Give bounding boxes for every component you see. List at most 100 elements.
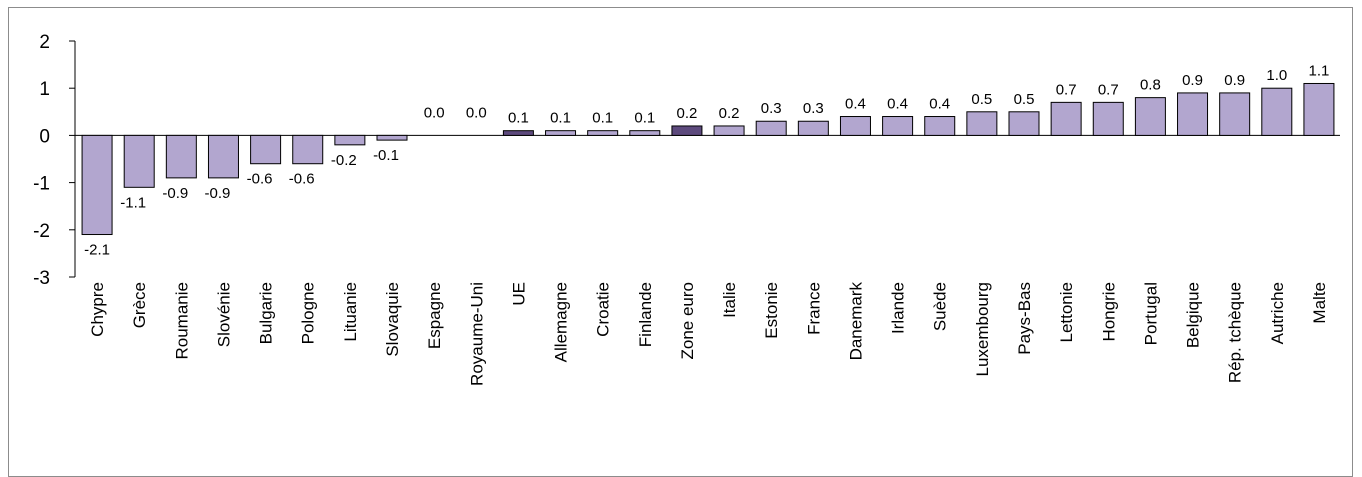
y-tick-label: 0 xyxy=(39,126,50,147)
bar-su-de xyxy=(924,116,956,136)
data-label: -2.1 xyxy=(84,242,110,259)
data-label: 0.2 xyxy=(677,105,698,122)
bar-slov-nie xyxy=(207,134,239,179)
category-label: Zone euro xyxy=(678,282,697,360)
data-labels-group: -2.1 -1.1 -0.9 -0.9 -0.6 -0.6 -0.2 -0.1 0.0 0.0 0.… xyxy=(84,62,1329,258)
bar-belgique xyxy=(1177,92,1209,136)
data-label: 0.9 xyxy=(1224,72,1245,89)
data-label: 0.5 xyxy=(971,91,992,108)
category-label: Autriche xyxy=(1268,282,1287,344)
y-tick-label: 1 xyxy=(39,79,50,100)
category-label: Suède xyxy=(931,282,950,331)
chart-frame xyxy=(8,7,1353,477)
bar-croatie xyxy=(587,130,619,136)
category-label: Finlande xyxy=(636,282,655,347)
category-label: Allemagne xyxy=(552,282,571,362)
bar-bulgarie xyxy=(250,134,282,165)
data-label: -0.9 xyxy=(162,185,188,202)
data-label: 0.3 xyxy=(803,100,824,117)
category-label: UE xyxy=(509,282,528,306)
bar-finlande xyxy=(629,130,661,136)
bar-lituanie xyxy=(334,134,366,146)
data-label: 1.1 xyxy=(1309,62,1330,79)
bar-chart: 2 1 0 -1 -2 -3 -2.1 -1.1 -0.9 -0.9 -0.6 -0.6 -0.2 -0… xyxy=(33,32,1340,386)
category-label: Estonie xyxy=(762,282,781,339)
bar-italie xyxy=(713,125,745,136)
bar-roumanie xyxy=(165,134,197,179)
category-label: Chypre xyxy=(88,282,107,337)
category-label: Croatie xyxy=(594,282,613,337)
data-label: 0.0 xyxy=(424,104,445,121)
bar-lettonie xyxy=(1050,101,1082,136)
data-label: 0.1 xyxy=(550,110,571,127)
category-label: Luxembourg xyxy=(973,282,992,377)
bar-estonie xyxy=(755,120,787,136)
y-tick-label: -1 xyxy=(33,174,50,195)
bar-ue xyxy=(502,130,534,136)
bar-r-p-tch-que xyxy=(1219,92,1251,136)
category-label: Pays-Bas xyxy=(1015,282,1034,355)
category-label: France xyxy=(804,282,823,335)
category-label: Grèce xyxy=(130,282,149,328)
data-label: 0.1 xyxy=(592,110,613,127)
data-label: 0.0 xyxy=(466,104,487,121)
category-label: Irlande xyxy=(889,282,908,334)
category-label: Slovénie xyxy=(214,282,233,347)
data-label: -0.2 xyxy=(331,152,357,169)
data-label: 0.5 xyxy=(1014,91,1035,108)
category-label: Portugal xyxy=(1141,282,1160,345)
bar-allemagne xyxy=(545,130,577,136)
category-label: Italie xyxy=(720,282,739,318)
category-labels-group: Chypre Grèce Roumanie Slovénie Bulgarie Polog… xyxy=(88,282,1329,386)
data-label: 1.0 xyxy=(1266,67,1287,84)
category-label: Hongrie xyxy=(1099,282,1118,342)
y-tick-label: -2 xyxy=(33,221,50,242)
bar-france xyxy=(797,120,829,136)
category-label: Royaume-Uni xyxy=(467,282,486,386)
bar-pays-bas xyxy=(1008,111,1040,136)
data-label: 0.4 xyxy=(845,96,866,113)
bar-danemark xyxy=(839,116,871,136)
category-label: Rép. tchèque xyxy=(1226,282,1245,383)
bars-group xyxy=(81,82,1335,236)
bar-luxembourg xyxy=(966,111,998,136)
y-tick-label: 2 xyxy=(39,32,50,53)
category-label: Slovaquie xyxy=(383,282,402,357)
bar-chypre xyxy=(81,134,113,236)
bar-autriche xyxy=(1261,87,1293,136)
bar-slovaquie xyxy=(376,134,408,141)
category-label: Lituanie xyxy=(341,282,360,342)
data-label: 0.1 xyxy=(508,110,529,127)
data-label: 0.4 xyxy=(929,96,950,113)
data-label: 0.7 xyxy=(1098,81,1119,98)
bar-portugal xyxy=(1134,97,1166,136)
bar-malte xyxy=(1303,82,1335,136)
data-label: -0.1 xyxy=(373,147,399,164)
axes: 2 1 0 -1 -2 -3 xyxy=(33,32,1340,289)
data-label: 0.2 xyxy=(719,105,740,122)
data-label: 0.1 xyxy=(634,110,655,127)
data-label: 0.8 xyxy=(1140,77,1161,94)
category-label: Belgique xyxy=(1184,282,1203,348)
data-label: -0.9 xyxy=(205,185,231,202)
bar-pologne xyxy=(292,134,324,165)
category-label: Danemark xyxy=(846,282,865,361)
data-label: 0.7 xyxy=(1056,81,1077,98)
bar-zone-euro xyxy=(671,125,703,136)
category-label: Lettonie xyxy=(1057,282,1076,343)
bar-hongrie xyxy=(1092,101,1124,136)
data-label: 0.4 xyxy=(887,96,908,113)
category-label: Espagne xyxy=(425,282,444,349)
data-label: -0.6 xyxy=(247,171,273,188)
data-label: -0.6 xyxy=(289,171,315,188)
bar-irlande xyxy=(882,116,914,136)
category-label: Pologne xyxy=(299,282,318,344)
bar-gr-ce xyxy=(123,134,155,188)
category-label: Bulgarie xyxy=(257,282,276,344)
data-label: 0.3 xyxy=(761,100,782,117)
category-label: Roumanie xyxy=(172,282,191,360)
data-label: 0.9 xyxy=(1182,72,1203,89)
category-label: Malte xyxy=(1310,282,1329,324)
data-label: -1.1 xyxy=(120,194,146,211)
y-tick-label: -3 xyxy=(33,268,50,289)
